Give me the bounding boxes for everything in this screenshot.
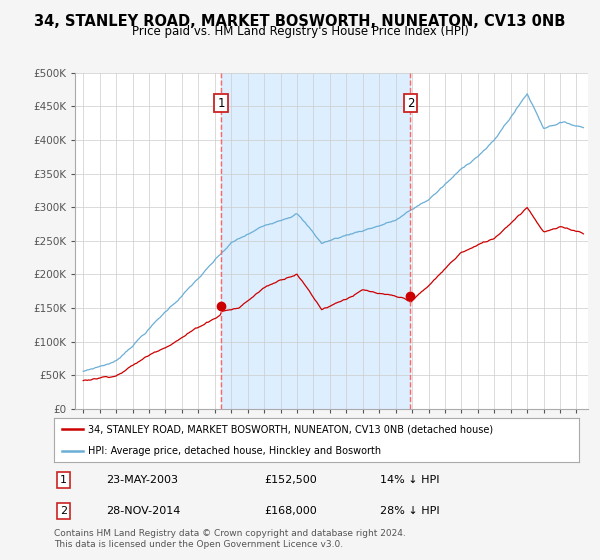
Text: 34, STANLEY ROAD, MARKET BOSWORTH, NUNEATON, CV13 0NB: 34, STANLEY ROAD, MARKET BOSWORTH, NUNEA…: [34, 14, 566, 29]
Text: 28-NOV-2014: 28-NOV-2014: [107, 506, 181, 516]
Text: £152,500: £152,500: [264, 475, 317, 485]
Text: 14% ↓ HPI: 14% ↓ HPI: [380, 475, 439, 485]
Text: 2: 2: [60, 506, 67, 516]
Text: Price paid vs. HM Land Registry's House Price Index (HPI): Price paid vs. HM Land Registry's House …: [131, 25, 469, 38]
Text: 1: 1: [217, 96, 225, 110]
Text: 28% ↓ HPI: 28% ↓ HPI: [380, 506, 439, 516]
Text: 2: 2: [407, 96, 414, 110]
Bar: [221, 73, 410, 409]
Text: £168,000: £168,000: [264, 506, 317, 516]
Text: HPI: Average price, detached house, Hinckley and Bosworth: HPI: Average price, detached house, Hinc…: [88, 446, 381, 456]
Text: Contains HM Land Registry data © Crown copyright and database right 2024.
This d: Contains HM Land Registry data © Crown c…: [54, 529, 406, 549]
Text: 23-MAY-2003: 23-MAY-2003: [107, 475, 179, 485]
Text: 34, STANLEY ROAD, MARKET BOSWORTH, NUNEATON, CV13 0NB (detached house): 34, STANLEY ROAD, MARKET BOSWORTH, NUNEA…: [88, 424, 493, 434]
Text: 1: 1: [60, 475, 67, 485]
